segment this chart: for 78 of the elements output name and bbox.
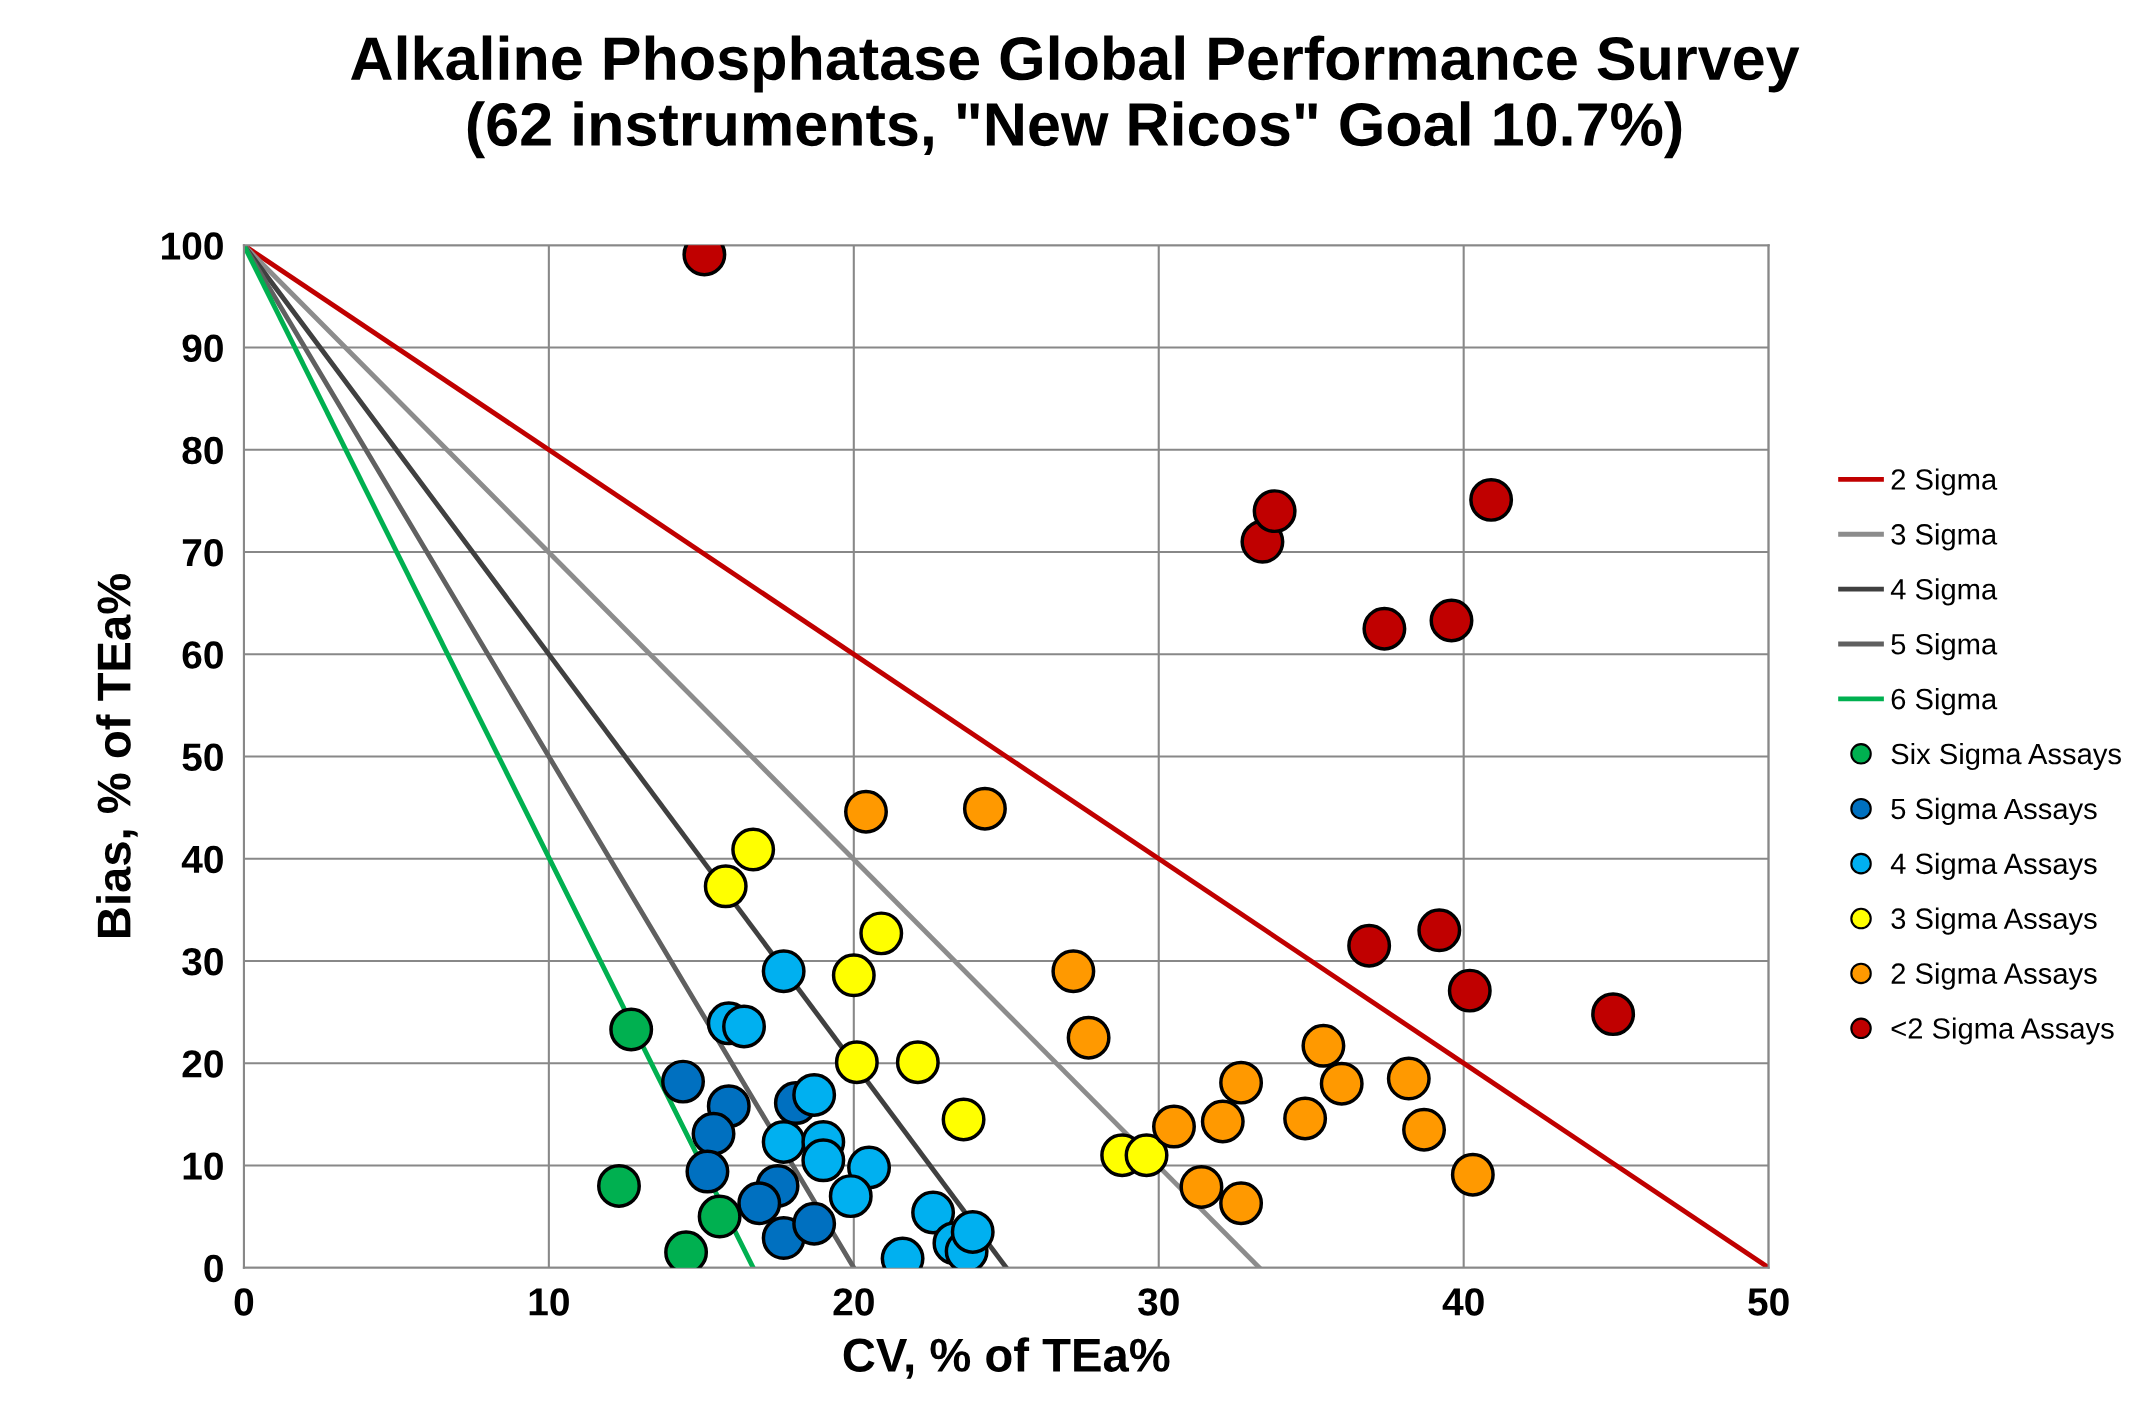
y-tick-label: 90	[182, 334, 223, 363]
x-tick-label: 30	[1138, 1288, 1179, 1316]
point	[661, 1059, 706, 1104]
point	[722, 1004, 766, 1049]
point	[1219, 1181, 1264, 1226]
point	[1051, 949, 1096, 994]
point	[911, 1190, 956, 1235]
y-tick-label: 30	[182, 947, 223, 976]
chart-title: Alkaline Phosphatase Global Performance Survey (62 instruments, "New Ricos" Goal 10.7%)	[350, 35, 1800, 159]
point	[1301, 1023, 1346, 1068]
y-tick-label: 20	[182, 1050, 223, 1078]
point	[1200, 1099, 1245, 1144]
y-tick-label: 0	[204, 1254, 223, 1283]
legend-label: Six Sigma Assays	[1891, 742, 2121, 771]
point	[962, 786, 1007, 831]
point	[1219, 1060, 1264, 1105]
point	[1386, 1056, 1431, 1101]
point	[831, 953, 876, 998]
x-tick-label: 0	[234, 1288, 254, 1316]
point	[895, 1040, 940, 1085]
y-tick-label: 80	[182, 436, 223, 465]
x-tick-label: 20	[833, 1288, 874, 1316]
legend-label: 4 Sigma	[1890, 578, 1998, 606]
point	[703, 864, 748, 909]
x-tick-label: 50	[1748, 1288, 1789, 1316]
point	[1429, 598, 1474, 643]
point	[1450, 1152, 1495, 1197]
x-tick-label: 40	[1442, 1288, 1484, 1316]
y-axis-title: Bias, % of TEa%	[96, 574, 138, 938]
point	[1417, 908, 1462, 953]
y-tick-label: 40	[181, 845, 223, 874]
point	[1362, 606, 1407, 651]
point	[1447, 968, 1492, 1013]
point	[1319, 1061, 1364, 1106]
point	[801, 1138, 846, 1183]
point	[844, 789, 888, 834]
point	[941, 1097, 986, 1142]
y-tick-label: 100	[162, 232, 223, 260]
point	[1152, 1104, 1196, 1149]
x-axis-title: CV, % of TEa%	[843, 1337, 1170, 1379]
legend-label: 2 Sigma Assays	[1891, 962, 2097, 990]
point	[685, 1149, 730, 1194]
point	[828, 1174, 873, 1219]
point	[697, 1194, 742, 1239]
legend-label: 4 Sigma Assays	[1890, 852, 2097, 880]
point	[1124, 1133, 1169, 1178]
point	[1066, 1015, 1111, 1060]
point	[950, 1209, 995, 1254]
point	[1402, 1107, 1447, 1152]
legend-label: 3 Sigma Assays	[1891, 907, 2097, 935]
legend-label: 2 Sigma	[1891, 468, 1998, 496]
point	[1283, 1096, 1328, 1141]
point	[737, 1181, 782, 1226]
point	[609, 1007, 654, 1052]
point	[792, 1072, 837, 1117]
legend-label: 5 Sigma	[1891, 633, 1998, 661]
legend-label: 6 Sigma	[1891, 688, 1998, 716]
point	[691, 1111, 736, 1156]
point	[834, 1040, 879, 1085]
point	[1591, 992, 1636, 1037]
point	[1179, 1164, 1224, 1209]
point	[1347, 923, 1392, 968]
legend-label: 3 Sigma	[1891, 523, 1998, 551]
point	[1252, 489, 1297, 534]
point	[731, 827, 776, 872]
point	[1469, 477, 1514, 522]
point	[859, 911, 904, 956]
y-tick-label: 70	[182, 538, 223, 567]
x-tick-label: 10	[529, 1288, 569, 1316]
legend-label: 5 Sigma Assays	[1891, 797, 2097, 825]
legend-label: <2 Sigma Assays	[1891, 1017, 2114, 1045]
point	[761, 1119, 806, 1164]
point	[597, 1163, 641, 1208]
y-tick-label: 60	[182, 641, 223, 669]
y-tick-label: 10	[183, 1152, 223, 1180]
y-tick-label: 50	[182, 743, 223, 771]
point	[792, 1201, 837, 1246]
point	[761, 949, 806, 994]
